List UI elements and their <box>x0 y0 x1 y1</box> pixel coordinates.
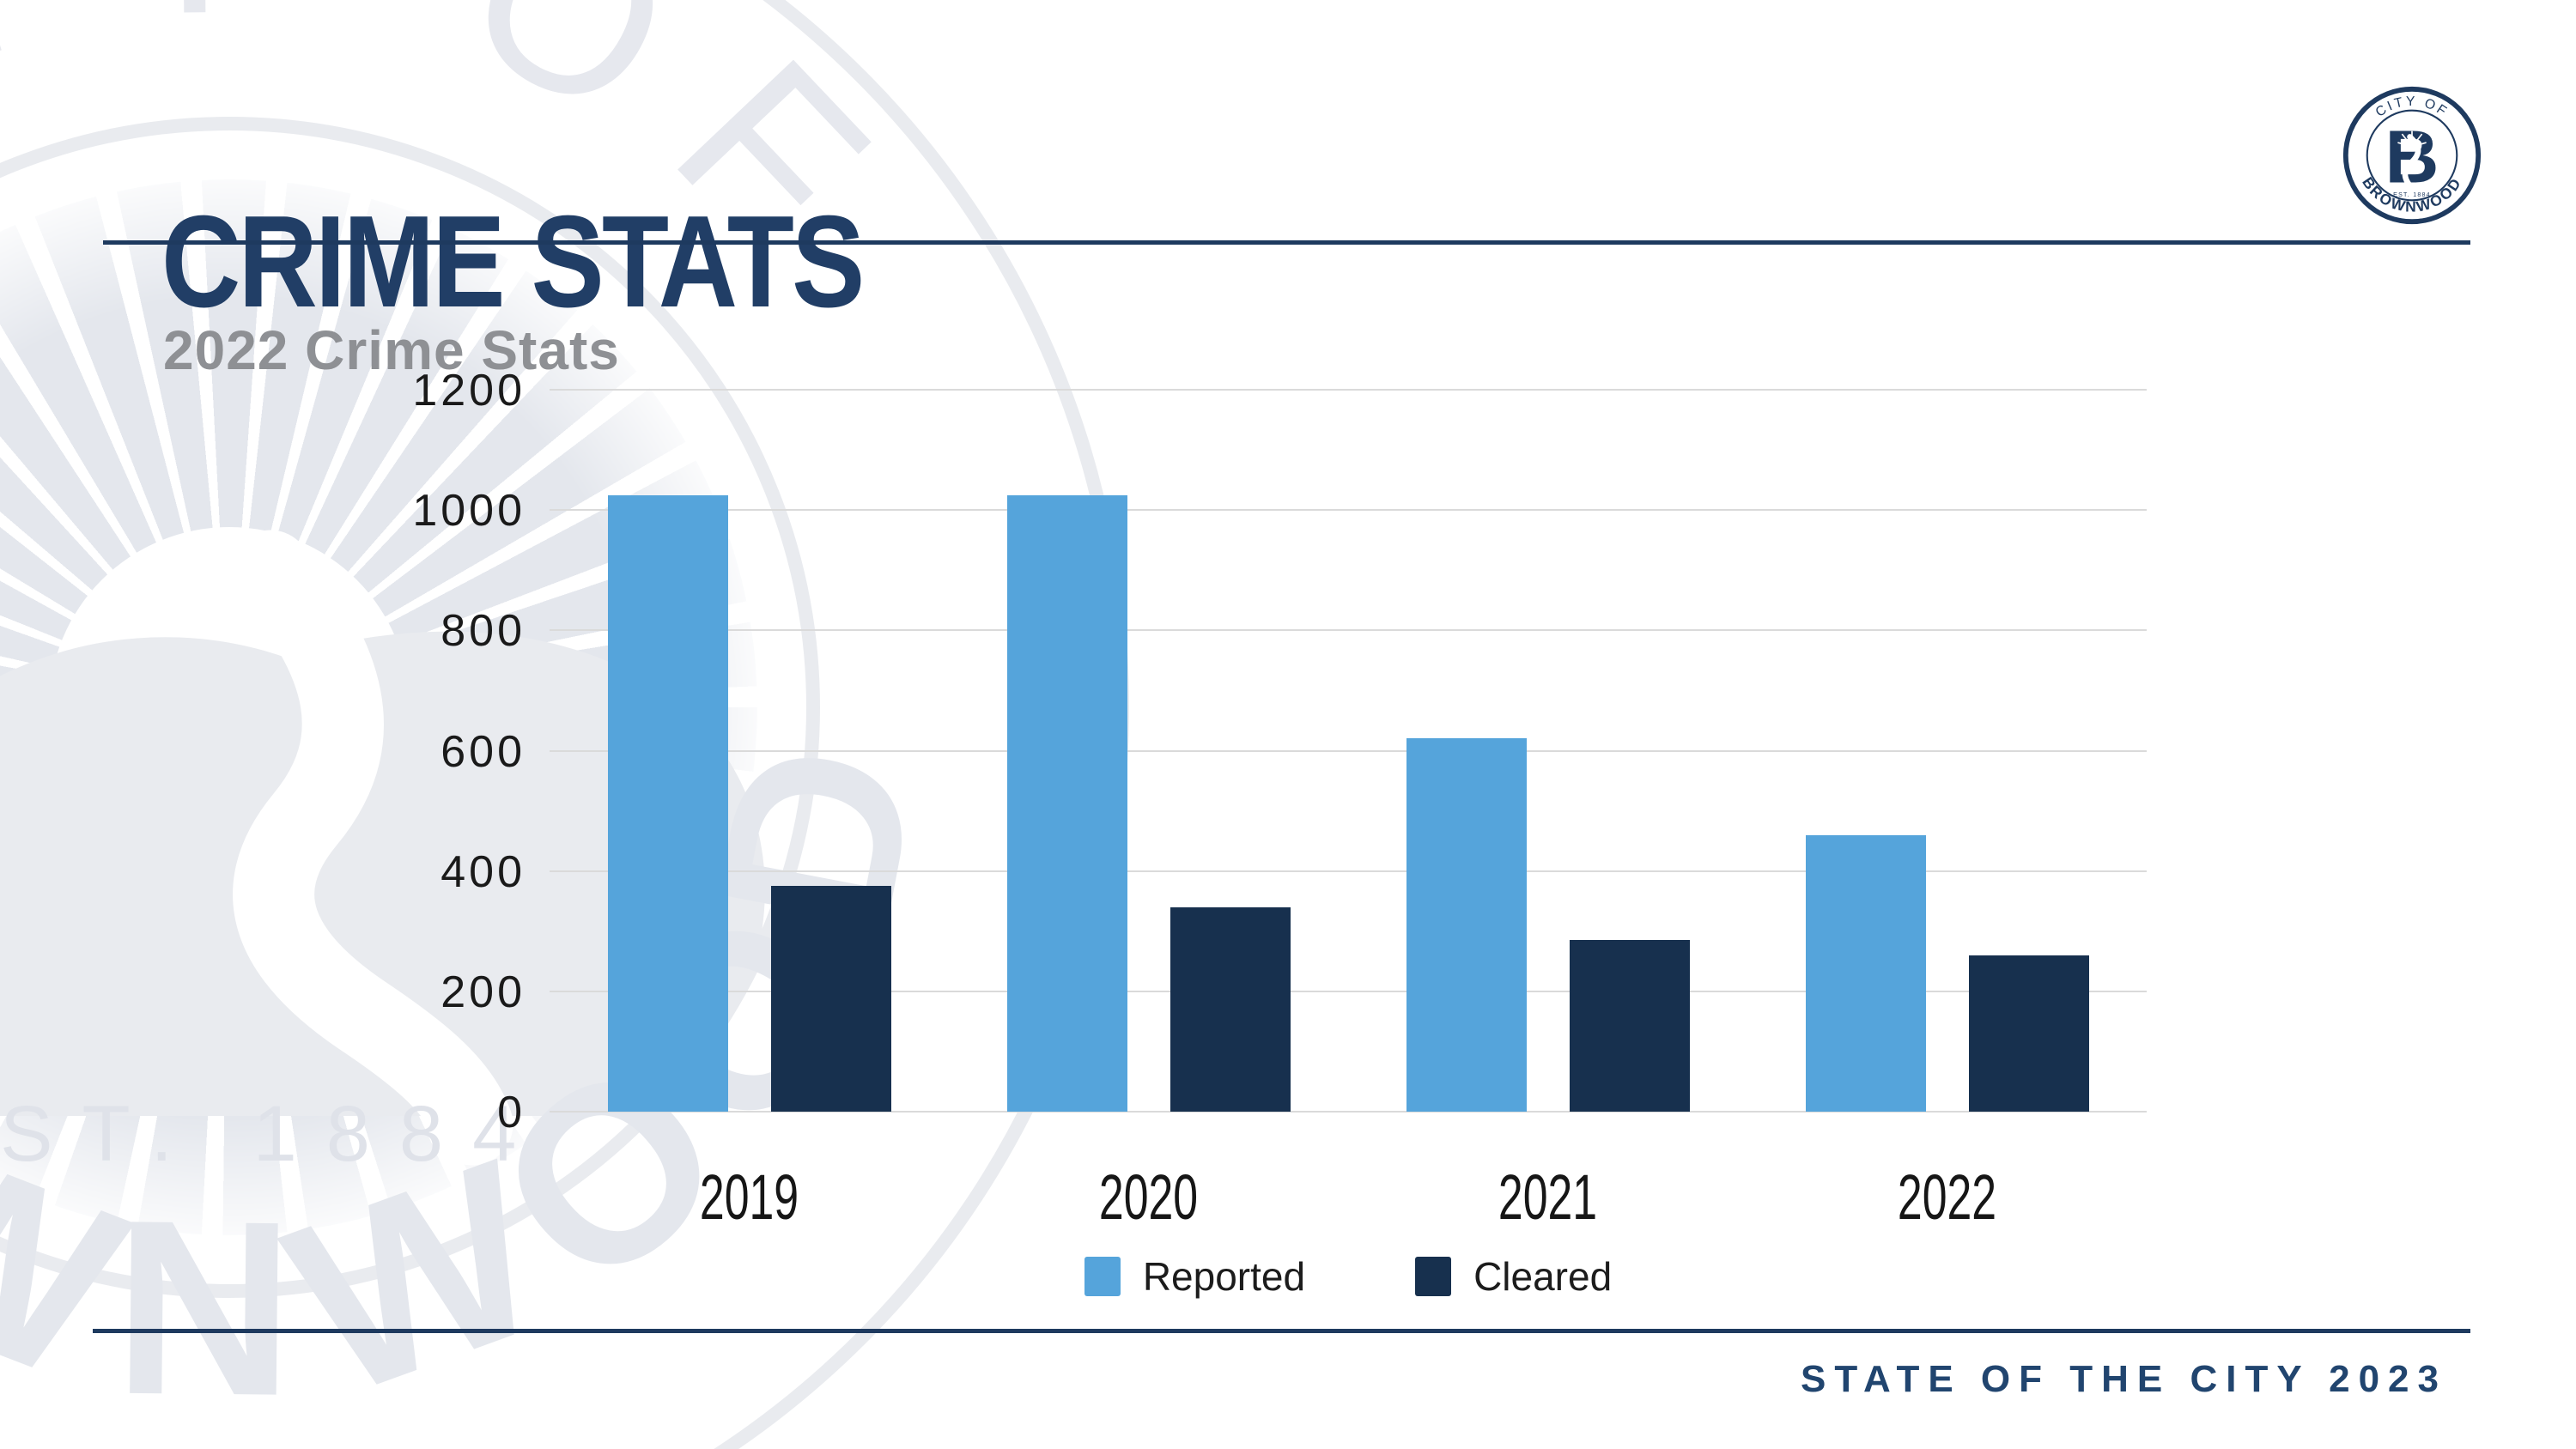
gridline-600 <box>550 749 2147 752</box>
bar-cleared-2021 <box>1569 940 1690 1112</box>
bar-cleared-2020 <box>1170 906 1291 1112</box>
bar-groups <box>550 390 2147 1112</box>
footer-divider <box>93 1329 2470 1333</box>
legend-swatch-cleared <box>1415 1257 1452 1296</box>
header-divider <box>103 240 2470 245</box>
y-tick-label-800: 800 <box>440 606 526 657</box>
bar-group-2019 <box>550 390 949 1112</box>
y-tick-label-400: 400 <box>440 846 526 897</box>
y-tick-label-1200: 1200 <box>412 366 526 416</box>
y-axis: 0 200 400 600 800 1000 1200 <box>251 366 526 1137</box>
bar-group-2020 <box>949 390 1348 1112</box>
legend-item-reported: Reported <box>1084 1253 1305 1300</box>
y-tick-label-200: 200 <box>440 967 526 1018</box>
gridline-200 <box>550 990 2147 992</box>
bar-group-2022 <box>1747 390 2147 1112</box>
bar-reported-2019 <box>607 494 728 1112</box>
plot-area <box>550 389 2147 1113</box>
bar-reported-2021 <box>1406 738 1527 1112</box>
watermark-inner-ring <box>0 117 820 1298</box>
x-tick-label-2022: 2022 <box>1897 1161 1997 1233</box>
watermark-river <box>229 530 513 1166</box>
x-tick-label-2021: 2021 <box>1498 1161 1598 1233</box>
legend-item-cleared: Cleared <box>1415 1253 1612 1300</box>
logo-est-text: EST. 1884 <box>2393 192 2431 198</box>
gridline-1000 <box>550 509 2147 512</box>
city-of-brownwood-logo-icon: CITY OF BROWNWOOD B EST. 1884 <box>2342 86 2482 225</box>
legend-label-cleared: Cleared <box>1473 1254 1613 1299</box>
logo-river-icon <box>2402 134 2421 193</box>
bar-reported-2020 <box>1006 494 1127 1112</box>
watermark-hills <box>0 631 765 1116</box>
y-tick-label-1000: 1000 <box>412 486 526 537</box>
x-tick-label-2020: 2020 <box>1098 1161 1199 1233</box>
chart-legend: Reported Cleared <box>550 1253 2147 1300</box>
gridline-0 <box>550 1111 2147 1113</box>
x-tick-label-2019: 2019 <box>699 1161 799 1233</box>
x-axis: 2019 2020 2021 2022 <box>550 1161 2147 1234</box>
bar-cleared-2019 <box>770 886 891 1112</box>
bar-reported-2022 <box>1805 834 1926 1112</box>
gridline-800 <box>550 629 2147 632</box>
watermark-est-1884-text: EST. 1884 <box>0 1090 545 1178</box>
bar-cleared-2022 <box>1968 955 2089 1112</box>
chart-title: 2022 Crime Stats <box>163 319 620 382</box>
footer-text: STATE OF THE CITY 2023 <box>1800 1358 2447 1400</box>
y-tick-label-0: 0 <box>497 1088 526 1138</box>
gridline-400 <box>550 870 2147 872</box>
legend-label-reported: Reported <box>1142 1254 1306 1299</box>
gridline-1200 <box>550 389 2147 391</box>
bar-group-2021 <box>1348 390 1747 1112</box>
page-title: CRIME STATS <box>161 188 865 335</box>
legend-swatch-reported <box>1084 1257 1121 1296</box>
y-tick-label-600: 600 <box>440 726 526 777</box>
